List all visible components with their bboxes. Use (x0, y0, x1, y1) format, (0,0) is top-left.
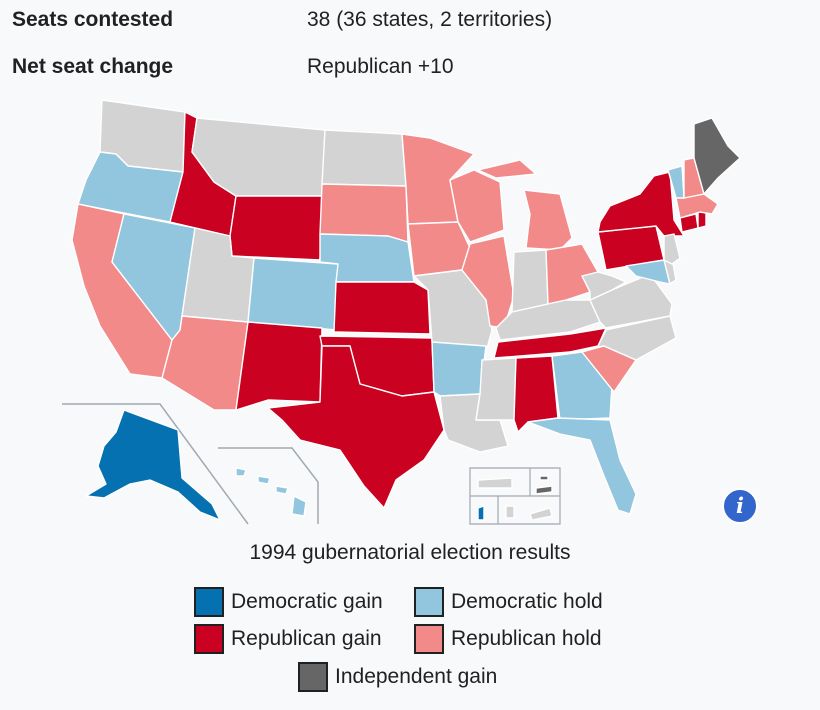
state-west-virginia[interactable] (581, 271, 627, 301)
seats-contested-label: Seats contested (12, 8, 174, 31)
state-new-jersey[interactable] (663, 233, 681, 265)
legend-republican-hold: Republican hold (414, 622, 602, 656)
state-alaska[interactable] (85, 409, 221, 521)
state-texas[interactable] (267, 345, 445, 509)
legend-label: Democratic gain (231, 590, 383, 613)
map-caption: 1994 gubernatorial election results (249, 541, 571, 564)
state-maine[interactable] (693, 117, 741, 195)
territory-virgin-islands[interactable] (535, 475, 553, 495)
state-arkansas[interactable] (431, 341, 487, 397)
legend-democratic-gain: Democratic gain (194, 585, 383, 619)
state-wyoming[interactable] (229, 195, 323, 261)
state-new-mexico[interactable] (235, 321, 323, 411)
legend-independent-gain: Independent gain (298, 660, 497, 694)
legend-swatch (194, 624, 224, 654)
legend-democratic-hold: Democratic hold (414, 585, 603, 619)
territories-inset-box (469, 467, 561, 525)
state-maryland[interactable] (625, 259, 671, 285)
legend-label: Independent gain (335, 665, 498, 688)
net-seat-change-value: Republican +10 (307, 55, 454, 78)
state-virginia[interactable] (589, 273, 673, 329)
legend-swatch (414, 624, 444, 654)
state-iowa[interactable] (407, 221, 471, 277)
state-kansas[interactable] (333, 281, 431, 335)
territory-american-samoa[interactable] (529, 507, 553, 521)
territory-northern-mariana[interactable] (505, 505, 515, 519)
state-south-dakota[interactable] (319, 183, 409, 243)
net-seat-change-label: Net seat change (12, 55, 174, 78)
state-new-york[interactable] (597, 171, 685, 237)
territory-puerto-rico[interactable] (477, 477, 513, 489)
svg-text:i: i (736, 493, 744, 518)
info-icon[interactable]: i (722, 488, 758, 524)
alaska-inset-border (62, 403, 249, 525)
state-colorado[interactable] (247, 257, 339, 331)
seats-contested-value: 38 (36 states, 2 territories) (307, 8, 553, 31)
state-north-carolina[interactable] (569, 315, 677, 361)
legend-swatch (194, 587, 224, 617)
state-north-dakota[interactable] (321, 129, 407, 187)
results-map[interactable]: i (0, 90, 820, 530)
state-wisconsin[interactable] (449, 169, 505, 243)
hawaii-inset-border (218, 447, 319, 524)
legend-swatch (414, 587, 444, 617)
legend-swatch (298, 662, 328, 692)
legend-label: Republican hold (451, 627, 602, 650)
state-hawaii-big-island[interactable] (291, 495, 307, 517)
legend-republican-gain: Republican gain (194, 622, 382, 656)
state-rhode-island[interactable] (697, 211, 707, 229)
legend-label: Republican gain (231, 627, 382, 650)
legend-label: Democratic hold (451, 590, 603, 613)
state-hawaii-islands[interactable] (235, 467, 289, 495)
state-indiana[interactable] (511, 249, 549, 313)
state-mississippi[interactable] (475, 357, 517, 421)
state-florida[interactable] (527, 417, 637, 515)
territory-guam[interactable] (477, 505, 485, 521)
